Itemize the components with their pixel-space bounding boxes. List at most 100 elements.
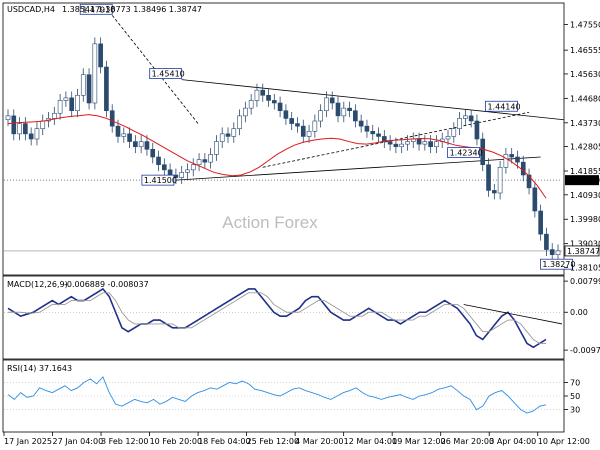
candle-body [376,133,381,137]
macd-trendline [463,304,563,325]
candle-body [271,100,277,104]
candle-body [80,74,86,96]
candle-body [144,141,150,150]
candle-body [266,94,271,101]
support-line-1.415 [4,179,562,252]
candle-body [138,141,144,148]
candle-body [358,120,364,127]
candle-body [289,118,295,124]
rsi-line [7,376,547,414]
x-tick-label: 25 Feb 12:00 [247,437,299,446]
candle-body [202,159,208,163]
price-label-box [141,174,175,186]
candle-body [457,118,462,130]
x-tick-label: 3 Feb 12:00 [101,437,148,446]
price-tick-label: 1.40930 [570,191,600,200]
candle-body [312,120,318,132]
price-label: 1.38270 [542,260,575,269]
candle-body [231,128,237,137]
candle-body [353,110,358,122]
candle-body [509,154,515,158]
candle-body [69,97,75,112]
candle-body [208,154,213,163]
price-panel-frame [2,2,565,276]
candle-body [34,128,40,140]
candle-body [237,115,242,130]
rsi-gridlines [4,382,562,410]
candle-body [538,210,543,235]
macd-readout: -0.006889 -0.008037 [64,280,149,289]
candle-body [86,74,92,104]
rsi-tick-label: 50 [570,392,580,401]
macd-line-signal [8,292,546,344]
candle-body [324,97,329,112]
price-tick-label: 1.45630 [570,70,600,79]
macd-line-macd [7,287,547,349]
candle-body [393,143,399,148]
price-label-box [447,147,480,158]
x-tick-label: 27 Jan 04:00 [53,437,104,446]
candle-body [121,133,127,137]
candle-body [214,141,219,155]
rsi-title: RSI(14) 37.1643 [7,364,72,373]
price-labels: 1.47910 1.45410 1.41500 1.44140 1.42340 1.382… [79,3,576,270]
candle-body [370,130,376,135]
candle-body [532,187,538,212]
candle-body [185,169,190,173]
price-tick-label: 1.41855 [570,167,600,176]
candle-body [63,97,69,101]
candle-body [179,172,185,178]
candle-body [318,110,323,122]
candle-body [549,249,555,256]
candle-body [463,115,468,119]
x-tick-label: 17 Jan 2025 [4,437,52,446]
candle-body [335,102,341,117]
candle-body [115,125,121,137]
candle-body [306,130,312,137]
candle-body [347,107,352,112]
moving-average [7,114,547,199]
support-tag-label: 1.41500 [567,176,600,185]
candle-body [92,43,98,104]
candle-body [133,141,138,148]
candle-body [260,89,266,96]
candle-body [40,120,46,130]
candle-body [416,138,422,145]
candle-body [190,164,196,171]
candle-body [219,133,225,142]
candle-body [5,115,11,121]
candle-body [11,115,17,135]
candle-body [28,133,34,140]
price-label-box [485,100,518,112]
candle-body [451,128,457,137]
macd-panel-frame [2,275,565,360]
price-tick-label: 1.46555 [570,46,600,55]
x-tick-label: 10 Apr 12:00 [538,437,590,446]
trendline [111,15,200,126]
x-tick-label: 10 Feb 20:00 [150,437,202,446]
x-tick-label: 19 Mar 12:00 [392,437,445,446]
candle-body [295,123,300,127]
candle-body [196,159,202,166]
candle-body [248,100,254,109]
candle-body [364,125,370,132]
macd-series [7,287,563,349]
current-price-label: 1.38747 [567,247,600,256]
x-tick-label: 26 Mar 20:00 [441,437,494,446]
x-tick-label: 12 Mar 04:00 [344,437,397,446]
chart-header: USDCAD,H4 1.38541 1.38773 1.38496 1.3874… [7,5,202,14]
macd-y-axis: 0.007998 0.00 -0.009727 [564,277,600,355]
candle-body [341,107,347,117]
candle-body [555,250,561,256]
macd-tick-label: 0.007998 [570,277,600,286]
candle-body [225,133,231,137]
candle-body [254,89,260,101]
candle-body [486,164,491,191]
time-axis: 17 Jan 2025 27 Jan 04:003 Feb 12:00 10 Feb… [3,432,590,446]
ohlc-readout: 1.38541 1.38773 1.38496 1.38747 [62,5,202,14]
rsi-tick-label: 30 [570,406,580,415]
support-tag [565,175,599,186]
candle-body [428,141,433,148]
price-tick-label: 1.38105 [570,263,600,272]
